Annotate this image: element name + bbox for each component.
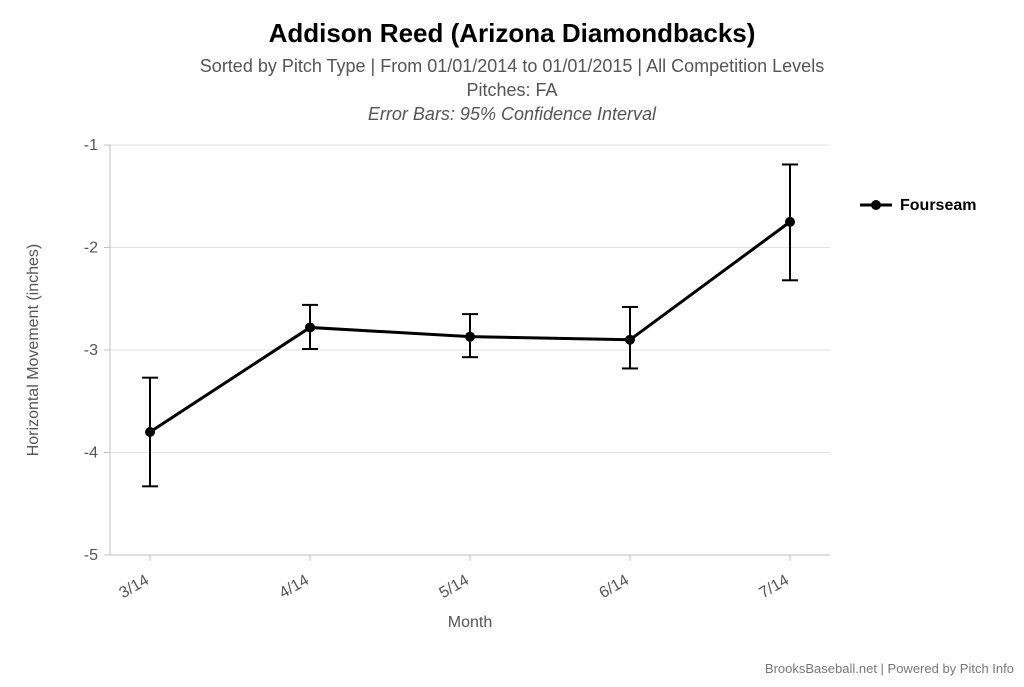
legend-marker [871, 200, 881, 210]
x-tick-label: 5/14 [437, 572, 473, 602]
y-tick-label: -5 [84, 547, 98, 564]
chart-container: Addison Reed (Arizona Diamondbacks) Sorte… [0, 0, 1024, 682]
x-tick-label: 6/14 [597, 572, 633, 602]
data-point [305, 322, 315, 332]
credit-text: BrooksBaseball.net | Powered by Pitch In… [765, 661, 1014, 676]
y-tick-label: -2 [84, 240, 98, 257]
x-tick-label: 4/14 [277, 572, 313, 602]
y-tick-label: -3 [84, 342, 98, 359]
legend-label: Fourseam [900, 197, 976, 214]
data-point [145, 427, 155, 437]
x-tick-label: 7/14 [757, 572, 793, 602]
data-point [465, 332, 475, 342]
x-tick-label: 3/14 [117, 572, 153, 602]
chart-subtitle-1: Sorted by Pitch Type | From 01/01/2014 t… [200, 56, 824, 76]
y-tick-label: -4 [84, 445, 98, 462]
chart-svg: Addison Reed (Arizona Diamondbacks) Sorte… [0, 0, 1024, 682]
chart-subtitle-3: Error Bars: 95% Confidence Interval [368, 104, 657, 124]
chart-subtitle-2: Pitches: FA [466, 80, 557, 100]
chart-title: Addison Reed (Arizona Diamondbacks) [269, 18, 756, 48]
data-point [625, 335, 635, 345]
y-tick-label: -1 [84, 137, 98, 154]
y-axis-label: Horizontal Movement (inches) [25, 244, 42, 457]
data-point [785, 217, 795, 227]
x-axis-label: Month [448, 614, 492, 631]
